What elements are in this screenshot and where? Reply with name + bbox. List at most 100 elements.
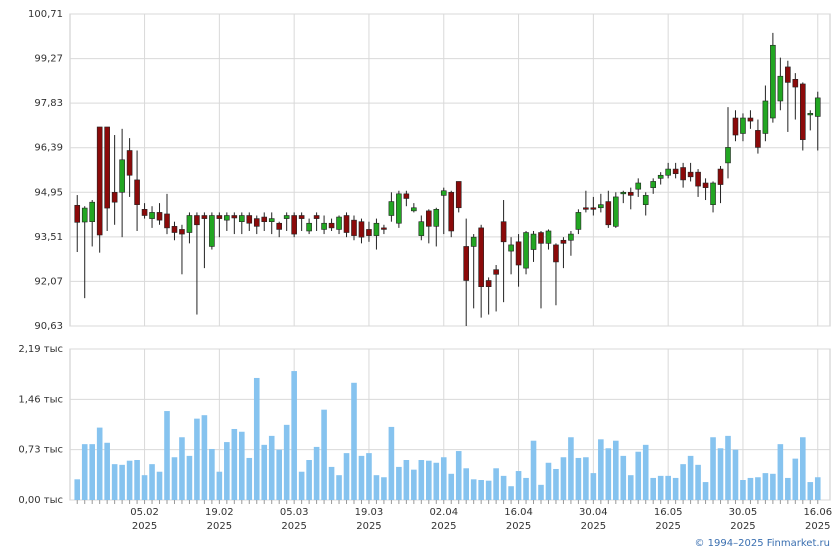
volume-bar [373, 475, 380, 500]
volume-bar [261, 444, 268, 500]
candle-body [224, 215, 230, 221]
volume-bar [426, 460, 432, 500]
volume-bar [463, 468, 469, 500]
volume-bar [336, 475, 342, 500]
candle-body [291, 215, 297, 235]
volume-bar [126, 460, 133, 500]
y-tick-label: 1,46 тыс [18, 394, 63, 405]
candle-body [560, 239, 567, 244]
volume-bar [268, 435, 275, 500]
candle-body [209, 215, 215, 247]
candle-body [583, 207, 589, 210]
volume-bar [283, 424, 290, 500]
candle-body [814, 97, 821, 117]
candle-body [635, 182, 642, 190]
volume-bar [194, 418, 200, 500]
candle-body [448, 191, 455, 232]
volume-bar [381, 477, 387, 500]
candle-body [650, 181, 657, 188]
candle-body [261, 216, 268, 222]
candle-body [792, 79, 799, 88]
candle-body [74, 204, 81, 223]
volume-bar [680, 464, 686, 500]
volume-bar [792, 458, 799, 500]
y-tick-label: 92,07 [34, 276, 63, 287]
volume-bar [508, 486, 514, 500]
candle-body [343, 215, 350, 233]
candle-body [665, 168, 671, 176]
candle-body [141, 209, 148, 216]
y-tick-label: 0,00 тыс [18, 495, 63, 506]
x-tick-year: 2025 [132, 521, 157, 532]
volume-bar [396, 466, 402, 500]
x-tick-label: 30.05 [729, 507, 758, 518]
volume-bar [313, 446, 320, 500]
volume-bar [620, 455, 627, 500]
x-tick-year: 2025 [356, 521, 381, 532]
candle-body [425, 210, 432, 227]
candle-body [740, 117, 746, 134]
candle-body [358, 221, 365, 238]
volume-bar [246, 457, 253, 500]
volume-bar [448, 473, 455, 500]
candle-body [725, 147, 731, 164]
candle-body [306, 222, 312, 232]
volume-bar [96, 427, 103, 500]
x-tick-year: 2025 [581, 521, 606, 532]
volume-bar [343, 453, 350, 500]
volume-bar [538, 484, 544, 500]
candle-body [81, 207, 88, 223]
candle-body [111, 191, 118, 203]
volume-bar [119, 464, 125, 500]
volume-bar [306, 460, 312, 500]
volume-bar [388, 426, 395, 500]
x-tick-label: 16.04 [504, 507, 533, 518]
volume-bar [687, 455, 694, 500]
volume-bar [179, 437, 185, 500]
price-panel [69, 13, 831, 327]
volume-bar [209, 448, 215, 500]
candle-body [149, 212, 155, 219]
candle-body [545, 230, 552, 244]
volume-bar [800, 437, 806, 500]
volume-bar [291, 371, 297, 500]
candle-body [126, 150, 133, 176]
candle-body [605, 201, 612, 226]
volume-bar [725, 435, 731, 500]
volume-bar [710, 437, 716, 500]
volume-bar [695, 464, 701, 500]
candle-body [747, 117, 754, 122]
candle-body [598, 204, 604, 209]
volume-bar [253, 377, 260, 500]
volume-bar [74, 479, 81, 500]
volume-bar [732, 449, 739, 500]
volume-bar [351, 382, 357, 500]
candle-body [515, 241, 522, 266]
candle-body [785, 66, 791, 83]
volume-bar [478, 480, 484, 500]
volume-bar [770, 473, 776, 500]
candle-body [246, 215, 253, 224]
candle-body [134, 179, 140, 205]
candle-body [455, 181, 462, 209]
candle-body [612, 196, 619, 227]
volume-bar [224, 442, 230, 500]
candle-body [590, 207, 597, 210]
volume-bar [575, 457, 582, 500]
volume-bar [455, 451, 462, 500]
volume-bar [366, 453, 372, 500]
volume-bar [493, 468, 499, 500]
x-tick-year: 2025 [730, 521, 755, 532]
candle-body [485, 280, 492, 287]
volume-bar [418, 460, 425, 500]
volume-bar [239, 431, 245, 500]
candle-body [156, 212, 163, 221]
candle-body [231, 215, 238, 219]
candle-body [553, 244, 559, 263]
candle-body [440, 190, 447, 196]
candle-body [96, 126, 103, 236]
candle-body [627, 191, 634, 196]
candle-body [411, 207, 417, 212]
candle-body [201, 215, 208, 219]
candle-body [799, 83, 806, 140]
